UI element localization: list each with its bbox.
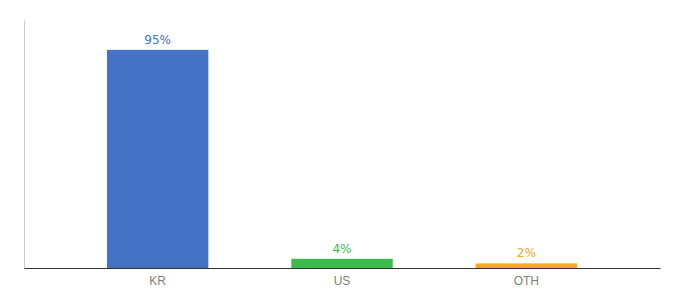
y-axis-line: [24, 21, 25, 269]
data-labels: 95% 4% 2%: [144, 33, 536, 261]
x-tick: US: [334, 274, 351, 288]
x-tick: OTH: [514, 274, 539, 288]
bar: [107, 50, 208, 268]
x-axis: KR US OTH: [25, 269, 661, 288]
chart: KR US OTH 95% 4% 2%: [0, 0, 680, 300]
bar: [291, 259, 392, 268]
bar: [476, 263, 577, 268]
plot: KR US OTH 95% 4% 2%: [25, 21, 661, 288]
data-label: 4%: [332, 242, 351, 256]
bars: [107, 50, 577, 268]
data-label: 2%: [517, 246, 536, 260]
x-tick-label: US: [334, 274, 351, 288]
x-tick-label: OTH: [514, 274, 539, 288]
y-axis: [24, 21, 25, 269]
x-tick-label: KR: [149, 274, 166, 288]
data-label: 95%: [144, 33, 171, 47]
x-axis-line: [25, 268, 661, 269]
x-tick: KR: [149, 274, 166, 288]
